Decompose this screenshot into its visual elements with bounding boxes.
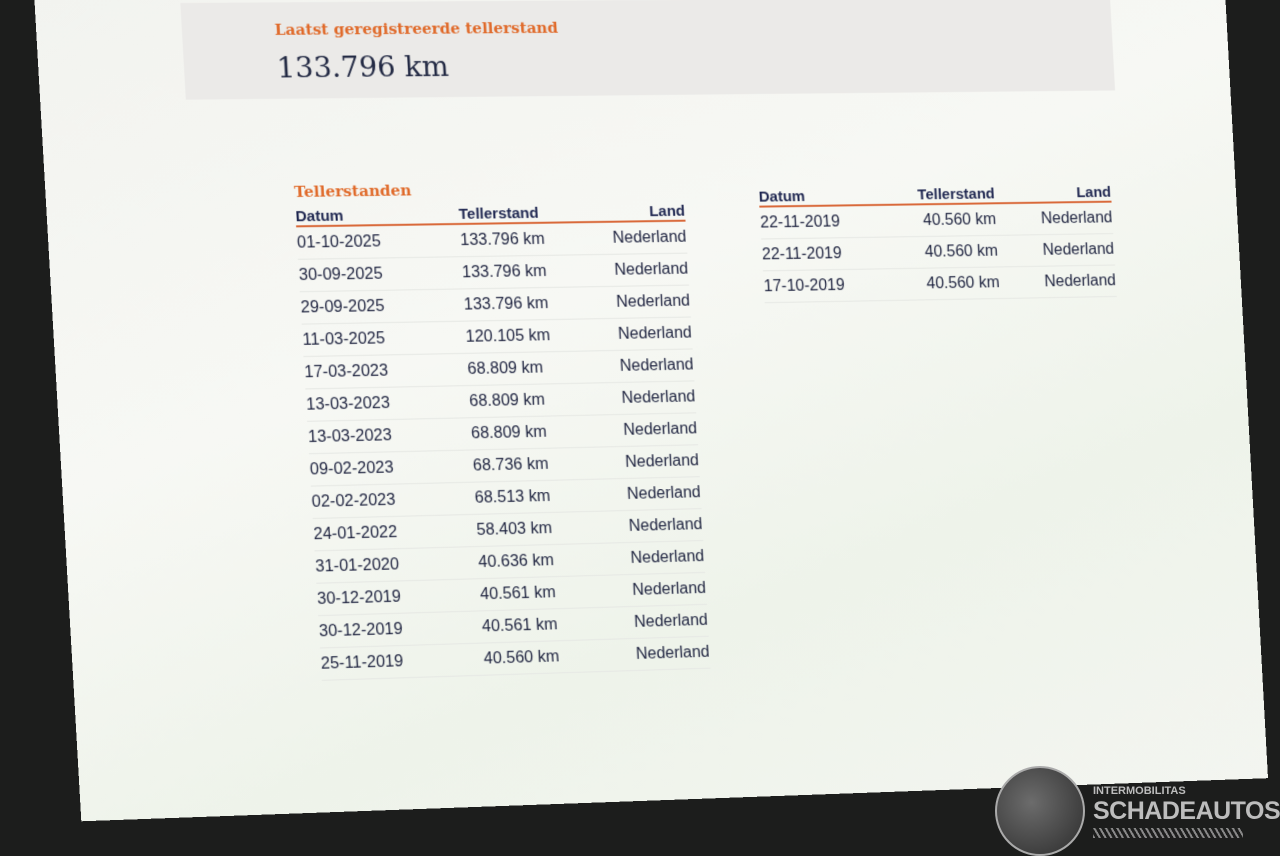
row-odometer: 133.796 km <box>460 229 602 249</box>
row-date: 13-03-2023 <box>308 425 472 447</box>
row-odometer: 40.561 km <box>480 582 622 604</box>
row-country: Nederland <box>603 260 689 279</box>
row-date: 24-01-2022 <box>313 521 477 543</box>
row-odometer: 68.513 km <box>474 486 616 508</box>
row-country: Nederland <box>624 643 710 664</box>
row-date: 17-10-2019 <box>763 275 912 295</box>
row-date: 13-03-2023 <box>306 393 470 415</box>
row-odometer: 40.561 km <box>481 614 623 636</box>
watermark-small-text: INTERMOBILITAS <box>1093 785 1280 797</box>
row-country: Nederland <box>601 228 687 247</box>
row-date: 22-11-2019 <box>760 212 909 232</box>
header-odometer: Tellerstand <box>906 186 995 204</box>
row-country: Nederland <box>615 484 701 504</box>
row-country: Nederland <box>999 272 1116 292</box>
header-country: Land <box>994 184 1111 202</box>
row-country: Nederland <box>612 420 698 440</box>
row-country: Nederland <box>621 579 707 599</box>
row-country: Nederland <box>996 209 1113 228</box>
globe-icon <box>995 766 1085 856</box>
header-date: Datum <box>295 206 459 226</box>
odometer-table-right: Datum Tellerstand Land 22-11-2019 40.560 … <box>758 179 1117 303</box>
row-country: Nederland <box>613 452 699 472</box>
latest-odometer-value: 133.796 km <box>276 50 450 85</box>
row-odometer: 40.636 km <box>478 550 620 572</box>
row-odometer: 120.105 km <box>465 326 607 347</box>
row-date: 29-09-2025 <box>300 296 464 317</box>
row-date: 31-01-2020 <box>315 554 479 577</box>
row-date: 25-11-2019 <box>320 650 484 673</box>
row-date: 30-12-2019 <box>319 618 483 641</box>
header-odometer: Tellerstand <box>458 204 600 223</box>
row-country: Nederland <box>606 324 692 344</box>
row-odometer: 40.560 km <box>483 646 625 668</box>
row-odometer: 58.403 km <box>476 518 618 540</box>
section-title: Tellerstanden <box>294 181 412 201</box>
row-country: Nederland <box>997 240 1114 260</box>
row-odometer: 68.736 km <box>472 454 614 475</box>
row-date: 11-03-2025 <box>302 328 466 349</box>
row-odometer: 68.809 km <box>469 390 611 411</box>
row-date: 17-03-2023 <box>304 360 468 381</box>
row-odometer: 40.560 km <box>909 242 998 261</box>
watermark-stripes <box>1093 828 1243 838</box>
row-country: Nederland <box>622 611 708 631</box>
row-odometer: 40.560 km <box>908 211 997 230</box>
row-country: Nederland <box>617 516 703 536</box>
row-odometer: 68.809 km <box>471 422 613 443</box>
monitor-screen: Laatst geregistreerde tellerstand 133.79… <box>33 0 1268 821</box>
table-row: 17-10-2019 40.560 km Nederland <box>763 266 1117 304</box>
row-date: 02-02-2023 <box>311 489 475 511</box>
header-country: Land <box>599 203 685 221</box>
row-odometer: 133.796 km <box>463 294 605 315</box>
row-odometer: 133.796 km <box>462 261 604 281</box>
row-odometer: 68.809 km <box>467 358 609 379</box>
latest-odometer-label: Laatst geregistreerde tellerstand <box>274 19 558 39</box>
row-country: Nederland <box>608 356 694 376</box>
odometer-table-left: Datum Tellerstand Land 01-10-2025 133.796… <box>295 198 711 681</box>
row-date: 30-09-2025 <box>298 264 462 285</box>
watermark-logo: INTERMOBILITAS SCHADEAUTOS.NL <box>995 766 1280 856</box>
row-country: Nederland <box>619 547 705 567</box>
watermark-big-text: SCHADEAUTOS.NL <box>1093 797 1280 826</box>
row-date: 01-10-2025 <box>297 232 461 253</box>
row-date: 09-02-2023 <box>309 457 473 479</box>
header-date: Datum <box>758 187 907 206</box>
row-date: 30-12-2019 <box>317 586 481 609</box>
row-country: Nederland <box>610 388 696 408</box>
row-date: 22-11-2019 <box>762 244 911 264</box>
row-odometer: 40.560 km <box>911 274 1000 293</box>
row-country: Nederland <box>605 292 691 311</box>
